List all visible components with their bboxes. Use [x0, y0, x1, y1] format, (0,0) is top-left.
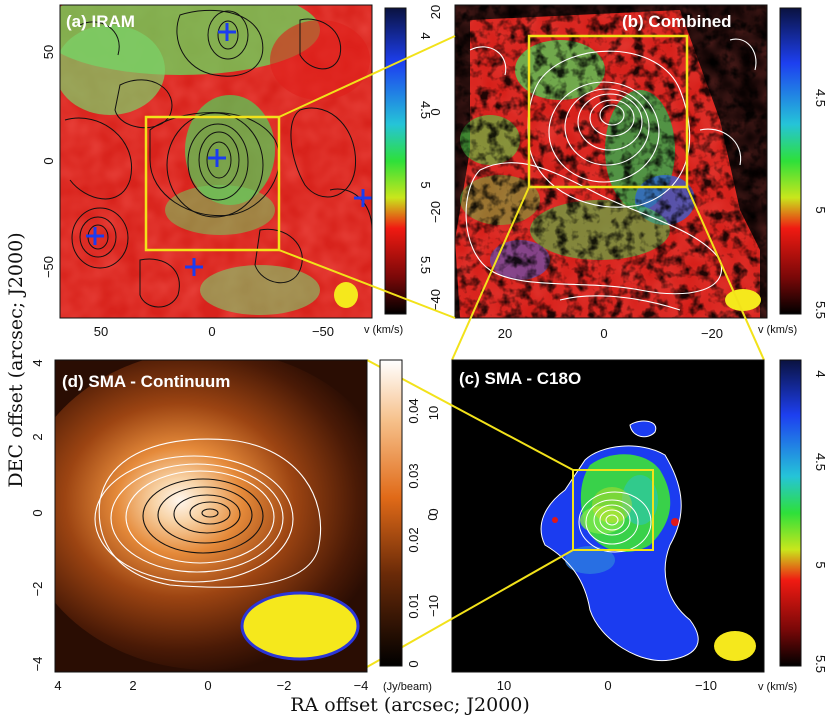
cb-a-tick: 4.5: [418, 101, 433, 119]
panel-a-ytick: 0: [41, 157, 56, 164]
cb-d-tick: 0.02: [406, 527, 421, 552]
cb-c-tick: 5.5: [813, 655, 828, 673]
x-axis-label: RA offset (arcsec; J2000): [290, 694, 530, 716]
panel-a-ytick: 50: [41, 45, 56, 59]
panel-a-xtick: 50: [94, 324, 108, 339]
cb-d-secondary-tick: 10: [426, 406, 441, 420]
panel-b-ytick: 20: [428, 5, 443, 19]
panel-a-xtick: −50: [312, 324, 334, 339]
panel-d-xtick: −2: [277, 678, 292, 693]
panel-d-ytick: 0: [30, 509, 45, 516]
panel-b-combined: (b) Combined 20 0 −20 −40 20 0 −20 4.5 5…: [428, 4, 828, 341]
cb-a-label: v (km/s): [364, 324, 403, 336]
cb-d-tick: 0.03: [406, 463, 421, 488]
cb-b-tick: 5: [813, 206, 828, 213]
y-axis-label: DEC offset (arcsec; J2000): [5, 232, 27, 487]
panel-a-colorbar: 4 4.5 5 5.5 v (km/s): [364, 7, 433, 336]
panel-c-title: (c) SMA - C18O: [459, 369, 581, 388]
panel-a-xtick: 0: [208, 324, 215, 339]
cb-d-secondary-tick: 0: [426, 508, 441, 515]
panel-d-xtick: 4: [54, 678, 61, 693]
panel-b-title: (b) Combined: [622, 12, 732, 31]
panel-b-xtick: 20: [498, 326, 512, 341]
source-markers: [86, 23, 372, 276]
panel-d-xtick: 0: [204, 678, 211, 693]
cb-a-tick: 5.5: [418, 256, 433, 274]
cb-d-tick: 0.04: [406, 398, 421, 423]
panel-d-xtick: −4: [354, 678, 369, 693]
panel-b-xtick: −20: [701, 326, 723, 341]
cb-a-tick: 4: [418, 32, 433, 39]
panel-d-ytick: 2: [30, 433, 45, 440]
panel-b-colorbar: 4.5 5 5.5 v (km/s): [758, 7, 828, 336]
panel-d-continuum: (d) SMA - Continuum 4 2 0 −2 −4 4 2 0 −2…: [30, 359, 441, 693]
cb-d-tick: 0: [406, 660, 421, 667]
panel-c-xtick: −10: [695, 678, 717, 693]
cb-a-tick: 5: [418, 181, 433, 188]
cb-b-tick: 5.5: [813, 301, 828, 319]
cb-c-label: v (km/s): [758, 681, 797, 693]
panel-c-c18o: (c) SMA - C18O 0 10 0 −10 4 4.5 5 5.5 v …: [425, 359, 828, 693]
panel-c-colorbar: 4 4.5 5 5.5 v (km/s): [758, 359, 828, 693]
zoom-connectors-ab: [278, 35, 456, 319]
cb-c-tick: 4.5: [813, 453, 828, 471]
panel-b-xtick: 0: [600, 326, 607, 341]
cb-d-label: (Jy/beam): [383, 681, 432, 693]
panel-b-ytick: 0: [428, 108, 443, 115]
panel-d-colorbar: 0 0.01 0.02 0.03 0.04 10 0 −10 (Jy/beam): [379, 359, 441, 693]
cb-b-tick: 4.5: [813, 89, 828, 107]
cb-b-label: v (km/s): [758, 324, 797, 336]
panel-a-ytick: −50: [41, 256, 56, 278]
cb-c-tick: 4: [813, 370, 828, 377]
panel-a-iram: (a) IRAM 50 0 −50 50 0 −50 4 4.5 5 5.5 v…: [41, 4, 433, 339]
panel-d-title: (d) SMA - Continuum: [62, 372, 230, 391]
cb-d-tick: 0.01: [406, 593, 421, 618]
zoom-connectors-bc: [451, 186, 765, 361]
cb-c-tick: 5: [813, 561, 828, 568]
panel-c-xtick: 10: [497, 678, 511, 693]
panel-b-ytick: −40: [428, 289, 443, 311]
panel-a-title: (a) IRAM: [66, 12, 135, 31]
panel-b-ytick: −20: [428, 201, 443, 223]
panel-d-ytick: 4: [30, 359, 45, 366]
panel-c-ytick: 0: [425, 513, 440, 520]
panel-d-ytick: −4: [30, 657, 45, 672]
panel-c-xtick: 0: [604, 678, 611, 693]
cb-d-secondary-tick: −10: [426, 595, 441, 617]
panel-d-ytick: −2: [30, 582, 45, 597]
panel-d-xtick: 2: [129, 678, 136, 693]
